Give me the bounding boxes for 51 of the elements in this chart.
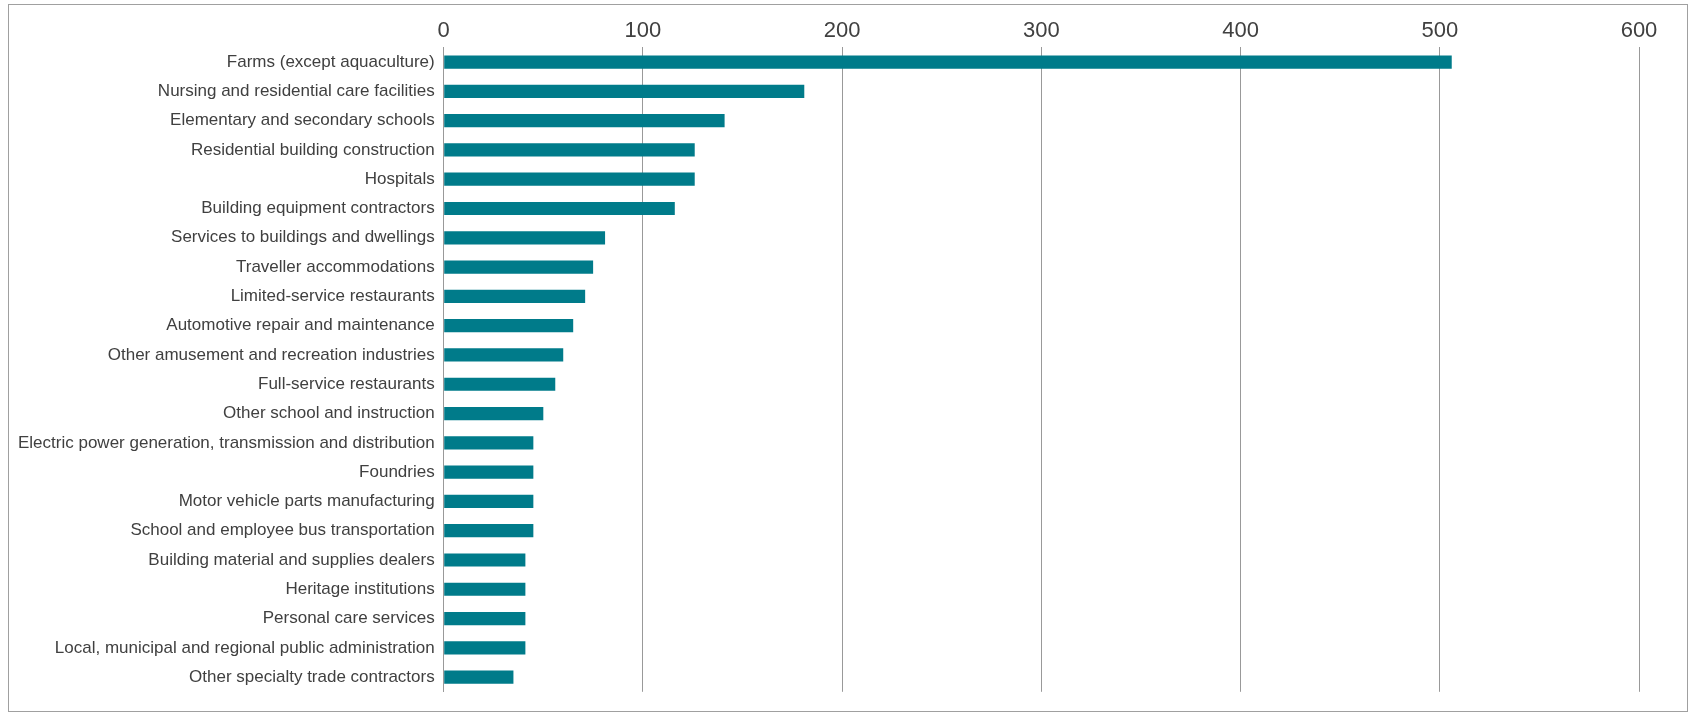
y-tick-label: Foundries — [359, 461, 435, 481]
y-tick-label: Other amusement and recreation industries — [107, 344, 435, 364]
y-tick-label: Full-service restaurants — [258, 373, 435, 393]
x-tick-label: 400 — [1222, 17, 1259, 43]
y-tick-label: Automotive repair and maintenance — [166, 315, 435, 335]
y-tick-label: Elementary and secondary schools — [170, 110, 435, 130]
bar — [444, 465, 534, 479]
bar — [444, 348, 564, 362]
bar — [444, 494, 534, 508]
bar — [444, 553, 526, 567]
y-tick-label: Other specialty trade contractors — [189, 666, 435, 686]
bar — [444, 114, 725, 128]
bar — [444, 143, 695, 157]
bar — [444, 582, 526, 596]
bar — [444, 436, 534, 450]
y-tick-label: Other school and instruction — [223, 403, 435, 423]
bar — [444, 84, 805, 98]
bar — [444, 201, 675, 216]
x-tick-label: 100 — [624, 17, 662, 43]
y-tick-label: Personal care services — [262, 608, 435, 628]
bar — [444, 260, 594, 274]
y-tick-label: Motor vehicle parts manufacturing — [178, 491, 435, 511]
x-tick-label: 500 — [1421, 17, 1459, 43]
bar — [444, 319, 574, 333]
x-tick-label: 200 — [823, 17, 861, 43]
bar — [444, 670, 514, 684]
bar — [444, 231, 606, 245]
y-tick-label: Residential building construction — [190, 139, 435, 159]
y-tick-label: Nursing and residential care facilities — [157, 81, 435, 101]
y-tick-label: Farms (except aquaculture) — [226, 51, 435, 71]
x-tick-label: 0 — [437, 17, 450, 43]
y-tick-label: Traveller accommodations — [235, 256, 435, 276]
x-tick-label: 600 — [1620, 17, 1658, 43]
bar — [444, 377, 556, 391]
y-tick-label: Local, municipal and regional public administration — [54, 637, 435, 657]
bar — [444, 641, 526, 655]
bar — [444, 289, 586, 303]
bar — [444, 55, 1452, 69]
y-tick-label: Electric power generation, transmission and distribution — [17, 432, 435, 452]
y-tick-label: Services to buildings and dwellings — [171, 227, 435, 247]
y-tick-label: Building equipment contractors — [201, 198, 435, 218]
bar — [444, 611, 526, 626]
y-tick-label: Building material and supplies dealers — [148, 549, 435, 569]
y-tick-label: Heritage institutions — [285, 578, 435, 598]
y-tick-label: Limited-service restaurants — [230, 286, 435, 306]
bar — [444, 406, 544, 421]
y-tick-label: School and employee bus transportation — [130, 520, 435, 540]
bar — [444, 524, 534, 538]
x-tick-label: 300 — [1022, 17, 1060, 43]
bar — [444, 172, 695, 186]
y-tick-label: Hospitals — [364, 168, 435, 188]
